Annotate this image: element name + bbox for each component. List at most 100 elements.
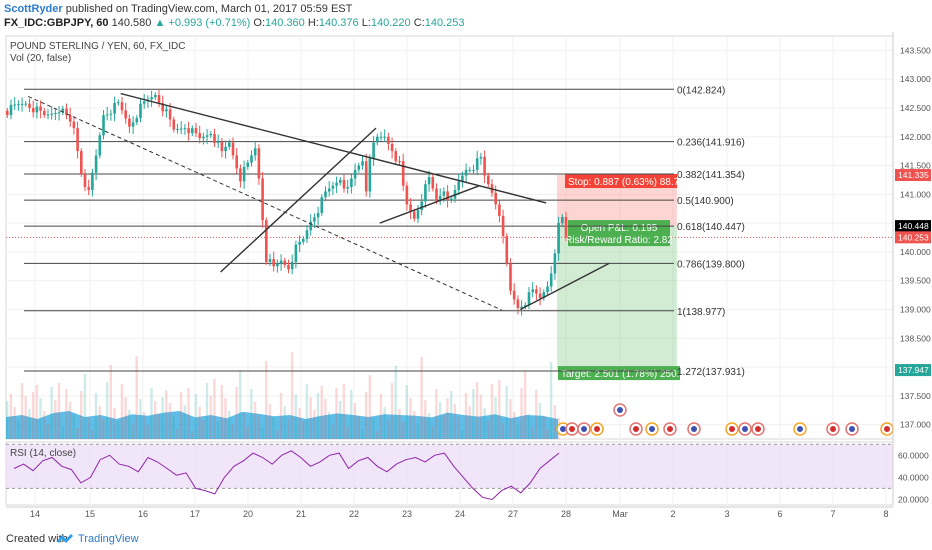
volume-bar [398, 409, 401, 439]
volume-bar [475, 382, 479, 439]
time-tick-label: 21 [296, 509, 306, 519]
candle-body [376, 136, 379, 143]
price-label-box [895, 364, 931, 377]
volume-bar [327, 412, 331, 439]
tradingview-logo-icon [57, 534, 73, 543]
author-link[interactable]: ScottRyder [4, 3, 63, 15]
volume-bar [131, 423, 135, 439]
candle-body [557, 223, 560, 254]
quote-line: FX_IDC:GBPJPY, 60 140.580 ▲ +0.993 (+0.7… [4, 16, 464, 30]
time-tick-label: 6 [777, 509, 782, 519]
volume-bar [531, 427, 534, 439]
volume-bar [302, 421, 305, 439]
volume-bar [461, 430, 464, 439]
candle-body [305, 230, 309, 239]
volume-bar [361, 429, 364, 439]
candle-body [6, 110, 9, 116]
volume-bar [113, 408, 116, 439]
tradingview-brand[interactable]: TradingView [78, 533, 139, 545]
candle-body [427, 177, 431, 185]
candle-body [13, 104, 16, 106]
volume-bar [294, 395, 297, 439]
price-tick-label: 139.500 [900, 276, 931, 286]
volume-bar [109, 365, 112, 439]
candle-body [224, 146, 227, 152]
candle-body [498, 204, 501, 216]
time-tick-label: 15 [85, 509, 95, 519]
candle-body [549, 273, 553, 287]
candle-body [535, 289, 538, 294]
volume-bar [228, 411, 231, 439]
volume-bar [335, 388, 338, 439]
candle-body [479, 156, 483, 159]
fib-level-label: 0.618(140.447) [677, 222, 745, 233]
price-label: 137.947 [898, 365, 929, 375]
time-tick-label: 23 [402, 509, 412, 519]
price-axis[interactable]: 143.500 143.000 142.500 142.000 141.500 141.0… [892, 32, 931, 505]
candle-body [331, 185, 335, 189]
candle-body [35, 106, 39, 113]
volume-bar [342, 384, 346, 439]
symbol[interactable]: FX_IDC:GBPJPY, 60 [4, 17, 109, 29]
trendlines[interactable] [27, 92, 610, 311]
candle-body [390, 143, 394, 152]
volume-bar [450, 391, 453, 439]
price-label-box [895, 231, 931, 244]
volume-bar [520, 388, 523, 439]
position-tool[interactable]: Stop: 0.887 (0.63%) 88.7 Open P&L: 0.195R… [6, 174, 893, 381]
volume-bar [483, 408, 486, 439]
candle-body [364, 161, 368, 192]
candle-body [142, 101, 146, 104]
candle-body [342, 179, 346, 189]
candle-body [494, 192, 497, 205]
event-markers[interactable] [556, 403, 894, 436]
time-axis[interactable]: 14 15 16 17 20 21 22 23 24 27 28 Mar 2 3 6 7 8 [6, 506, 893, 519]
candle-body [487, 175, 490, 185]
volume-bar [242, 413, 246, 439]
candle-body [65, 108, 68, 116]
candle-body [191, 128, 194, 134]
candle-body [54, 113, 57, 115]
rsi-tick-label: 60.0000 [898, 450, 929, 460]
volume-bar [357, 416, 360, 439]
volume-bar [98, 406, 101, 439]
event-flag-icon [884, 426, 890, 432]
close-value: 140.253 [424, 17, 465, 29]
candle-body [324, 191, 327, 198]
volume-bar [202, 420, 205, 439]
volume-bar [265, 361, 268, 439]
price-tick-label: 138.500 [900, 333, 931, 343]
volume-bar [524, 371, 527, 439]
event-flag-icon [729, 426, 735, 432]
volume-bar [120, 384, 124, 439]
candle-body [20, 103, 24, 105]
volume-bar [553, 405, 556, 439]
price-tick-label: 142.000 [900, 132, 931, 142]
candle-body [257, 148, 261, 179]
candle-body [172, 119, 176, 130]
candle-body [501, 215, 505, 237]
candle-body [394, 151, 398, 162]
candle-body [283, 260, 287, 265]
fibonacci-retracement[interactable]: 0(142.824) 0.236(141.916) 0.382(141.354) 0.… [24, 85, 745, 378]
volume-bar [239, 370, 242, 439]
candle-body [120, 102, 124, 111]
volume-bar [494, 397, 497, 439]
volume-bar [9, 394, 13, 439]
candle-body [50, 113, 53, 115]
candle-body [435, 188, 438, 201]
close-label: C: [413, 17, 425, 29]
price-label: 140.448 [898, 221, 929, 231]
candle-body [239, 168, 242, 182]
risk-reward-label: Risk/Reward Ratio: 2.82 [565, 235, 673, 246]
candle-body [368, 158, 372, 192]
candle-body [253, 148, 257, 156]
candle-body [405, 185, 409, 205]
low-label: L: [361, 17, 371, 29]
volume-bar [216, 422, 220, 439]
candle-body [327, 188, 331, 192]
candle-body [176, 129, 179, 131]
volume-bar [187, 388, 190, 439]
volume-bar [220, 385, 223, 439]
